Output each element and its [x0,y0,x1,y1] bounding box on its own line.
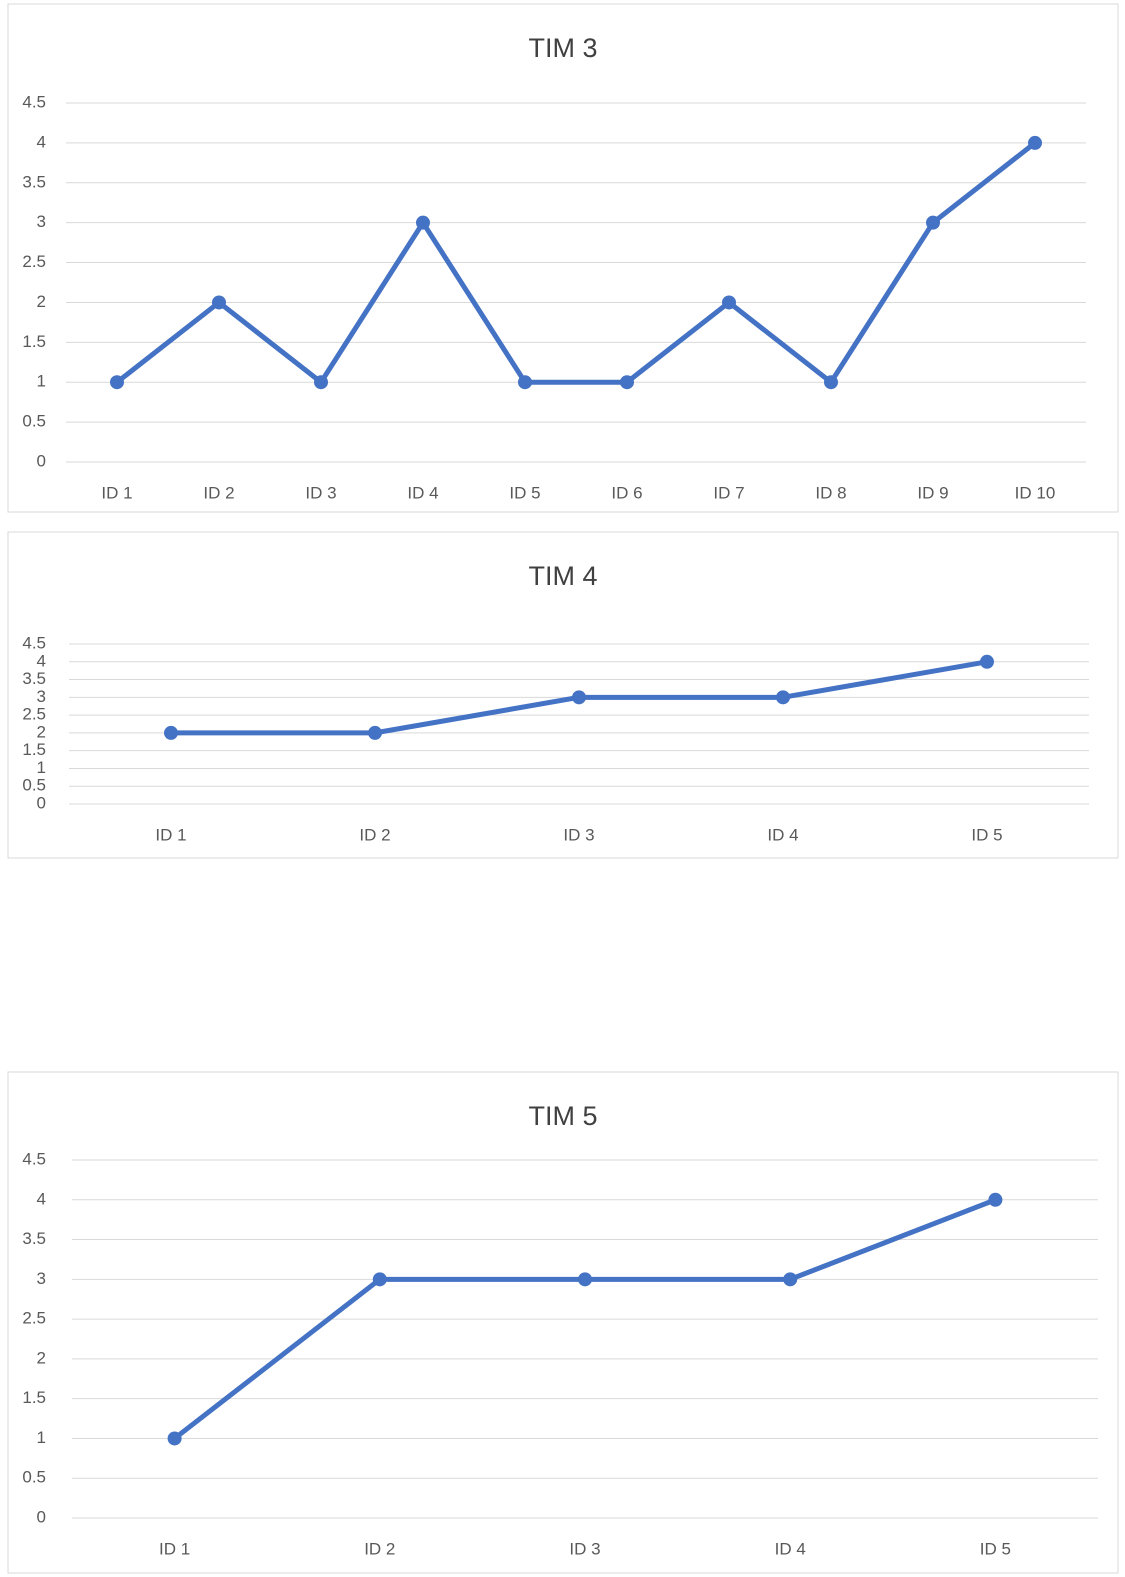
data-point [372,1272,387,1287]
data-point [988,1192,1003,1207]
x-tick-label: ID 8 [815,483,846,502]
data-point [980,654,994,669]
y-tick-label: 2.5 [22,705,46,724]
y-tick-label: 0.5 [22,776,46,795]
data-point [368,725,382,740]
x-tick-label: ID 2 [359,825,390,844]
y-tick-label: 3 [37,687,46,706]
x-tick-label: ID 4 [407,483,438,502]
data-point [578,1272,592,1287]
y-tick-label: 0 [37,793,46,812]
y-tick-label: 2.5 [22,1309,46,1328]
y-tick-label: 4.5 [22,92,46,111]
y-tick-label: 2 [37,1348,46,1367]
x-tick-label: ID 3 [563,825,594,844]
x-tick-label: ID 9 [917,483,948,502]
data-point [776,690,790,705]
data-point [926,215,940,230]
y-tick-label: 4 [37,132,46,151]
x-tick-label: ID 5 [980,1539,1011,1558]
y-tick-label: 1 [37,758,46,777]
x-tick-label: ID 1 [155,825,186,844]
y-tick-label: 4.5 [22,1149,46,1168]
y-tick-label: 1 [37,1428,46,1447]
chart-title: TIM 4 [528,561,597,591]
data-line [115,140,1037,385]
y-tick-label: 2.5 [22,252,46,271]
data-point [572,690,586,705]
data-point [518,375,532,390]
y-tick-label: 3.5 [22,669,46,688]
x-tick-label: ID 4 [775,1539,806,1558]
data-point [722,295,736,310]
y-tick-label: 3.5 [22,172,46,191]
data-point [1028,135,1042,150]
y-tick-label: 0.5 [22,1468,46,1487]
data-point [314,375,328,390]
y-tick-label: 1.5 [22,332,46,351]
y-tick-label: 3 [37,1269,46,1288]
y-tick-label: 3 [37,212,46,231]
data-point [212,295,226,310]
x-tick-label: ID 3 [305,483,336,502]
chart-title: TIM 3 [528,33,597,63]
data-point [164,725,178,740]
x-tick-label: ID 1 [101,483,132,502]
x-tick-label: ID 2 [203,483,234,502]
y-tick-label: 0 [37,1507,46,1526]
x-tick-label: ID 10 [1015,483,1056,502]
data-point [824,375,838,390]
y-tick-label: 1.5 [22,1388,46,1407]
y-tick-label: 3.5 [22,1229,46,1248]
y-tick-label: 0.5 [22,412,46,431]
chart-title: TIM 5 [528,1101,597,1131]
chart-frame [7,1071,1119,1574]
y-tick-label: 0 [37,451,46,470]
x-tick-label: ID 2 [364,1539,395,1558]
x-tick-label: ID 5 [971,825,1002,844]
y-tick-label: 2 [37,722,46,741]
y-tick-label: 4.5 [22,633,46,652]
data-point [110,375,124,390]
y-tick-label: 1.5 [22,740,46,759]
data-point [783,1272,798,1287]
x-tick-label: ID 3 [569,1539,600,1558]
y-tick-label: 4 [37,651,46,670]
x-tick-label: ID 1 [159,1539,190,1558]
data-point [620,375,634,390]
data-point [416,215,430,230]
data-point [167,1431,182,1446]
x-tick-label: ID 6 [611,483,642,502]
y-tick-label: 1 [37,372,46,391]
x-tick-label: ID 7 [713,483,744,502]
y-tick-label: 2 [37,292,46,311]
x-tick-label: ID 4 [767,825,798,844]
chart-frame [7,3,1119,513]
x-tick-label: ID 5 [509,483,540,502]
y-tick-label: 4 [37,1189,46,1208]
